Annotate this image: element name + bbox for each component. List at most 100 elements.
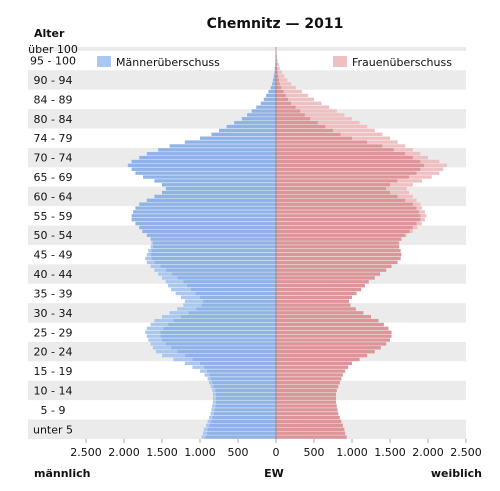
- female-bar: [276, 326, 389, 331]
- male-bar: [162, 190, 276, 195]
- male-bar: [188, 311, 276, 315]
- male-bar: [133, 210, 276, 214]
- male-bar: [219, 128, 276, 133]
- x-tick-label: 2.500: [70, 446, 102, 459]
- male-bar: [213, 384, 276, 389]
- female-surplus-bar: [390, 190, 409, 195]
- female-bar: [276, 322, 384, 327]
- x-tick-label: 2.000: [412, 446, 444, 459]
- male-surplus-bar: [151, 241, 153, 245]
- male-surplus-bar: [183, 303, 202, 307]
- male-surplus-bar: [184, 299, 204, 303]
- y-axis-title: Alter: [34, 27, 65, 40]
- female-surplus-bar: [278, 74, 285, 78]
- male-bar: [206, 369, 276, 373]
- male-surplus-bar: [177, 307, 197, 311]
- female-bar: [276, 155, 413, 160]
- female-bar: [276, 330, 392, 334]
- female-bar: [276, 400, 337, 404]
- female-bar: [276, 346, 381, 350]
- female-bar: [276, 218, 421, 222]
- female-bar: [276, 210, 419, 214]
- male-bar: [201, 303, 276, 307]
- female-bar: [276, 252, 402, 257]
- male-bar: [135, 221, 276, 226]
- female-bar: [276, 140, 368, 144]
- age-group-label: 30 - 34: [34, 307, 73, 320]
- male-bar: [256, 105, 276, 109]
- female-bar: [276, 431, 346, 435]
- male-bar: [139, 202, 276, 206]
- female-surplus-bar: [276, 55, 278, 59]
- male-bar: [274, 66, 276, 71]
- male-bar: [177, 276, 276, 280]
- female-surplus-bar: [412, 225, 418, 230]
- female-surplus-bar: [409, 229, 413, 234]
- female-bar: [276, 148, 394, 152]
- female-bar: [276, 175, 409, 179]
- female-bar: [276, 225, 413, 230]
- x-tick-label: 1.000: [336, 446, 368, 459]
- x-axis-title: EW: [264, 467, 284, 480]
- age-group-label: über 100: [28, 43, 78, 56]
- female-bar: [276, 334, 392, 338]
- female-bar: [276, 198, 406, 202]
- male-surplus-bar: [158, 272, 172, 276]
- female-bar: [276, 256, 401, 261]
- female-surplus-bar: [277, 70, 283, 74]
- male-surplus-bar: [207, 377, 211, 381]
- x-tick-label: 500: [304, 446, 325, 459]
- female-surplus-bar: [333, 128, 375, 133]
- male-bar: [209, 423, 276, 428]
- female-bar: [276, 179, 398, 183]
- age-group-label: 84 - 89: [34, 93, 73, 106]
- male-bar: [173, 318, 276, 323]
- female-surplus-bar: [283, 89, 302, 94]
- female-bar: [276, 78, 280, 82]
- male-bar: [160, 330, 276, 334]
- female-bar: [276, 357, 360, 362]
- male-bar: [268, 89, 276, 94]
- age-band: [28, 70, 466, 90]
- male-surplus-bar: [210, 412, 214, 416]
- age-group-label: 10 - 14: [34, 384, 73, 397]
- male-surplus-bar: [146, 260, 155, 265]
- female-bar: [276, 435, 347, 439]
- female-bar: [276, 82, 280, 86]
- male-bar: [154, 179, 276, 183]
- male-surplus-bar: [212, 400, 216, 404]
- age-group-label: 55 - 59: [34, 210, 73, 223]
- male-bar: [127, 163, 276, 168]
- male-surplus-bar: [148, 249, 152, 253]
- male-bar: [212, 381, 276, 385]
- female-surplus-bar: [276, 62, 279, 67]
- male-bar: [215, 396, 276, 400]
- female-surplus-bar: [416, 171, 440, 175]
- female-bar: [276, 241, 400, 245]
- x-tick-label: 1.000: [184, 446, 216, 459]
- female-bar: [276, 295, 352, 300]
- female-surplus-bar: [393, 148, 413, 152]
- male-bar: [171, 272, 276, 276]
- age-band: [28, 47, 466, 51]
- female-bar: [276, 109, 301, 113]
- male-surplus-bar: [204, 373, 210, 377]
- male-bar: [168, 322, 276, 327]
- female-surplus-bar: [295, 105, 330, 109]
- age-group-label: 45 - 49: [34, 249, 73, 262]
- female-bar: [276, 353, 368, 358]
- female-surplus-bar: [386, 186, 407, 191]
- male-surplus-bar: [162, 353, 185, 358]
- male-surplus-bar: [154, 268, 166, 272]
- female-bar: [276, 373, 343, 377]
- female-bar: [276, 408, 338, 412]
- female-bar: [276, 381, 340, 385]
- age-group-label: 25 - 29: [34, 326, 73, 339]
- male-bar: [260, 101, 276, 105]
- female-surplus-bar: [276, 58, 278, 63]
- male-bar: [165, 268, 276, 272]
- male-bar: [162, 183, 276, 187]
- male-surplus-bar: [148, 338, 162, 342]
- female-bar: [276, 183, 390, 187]
- male-bar: [251, 109, 276, 113]
